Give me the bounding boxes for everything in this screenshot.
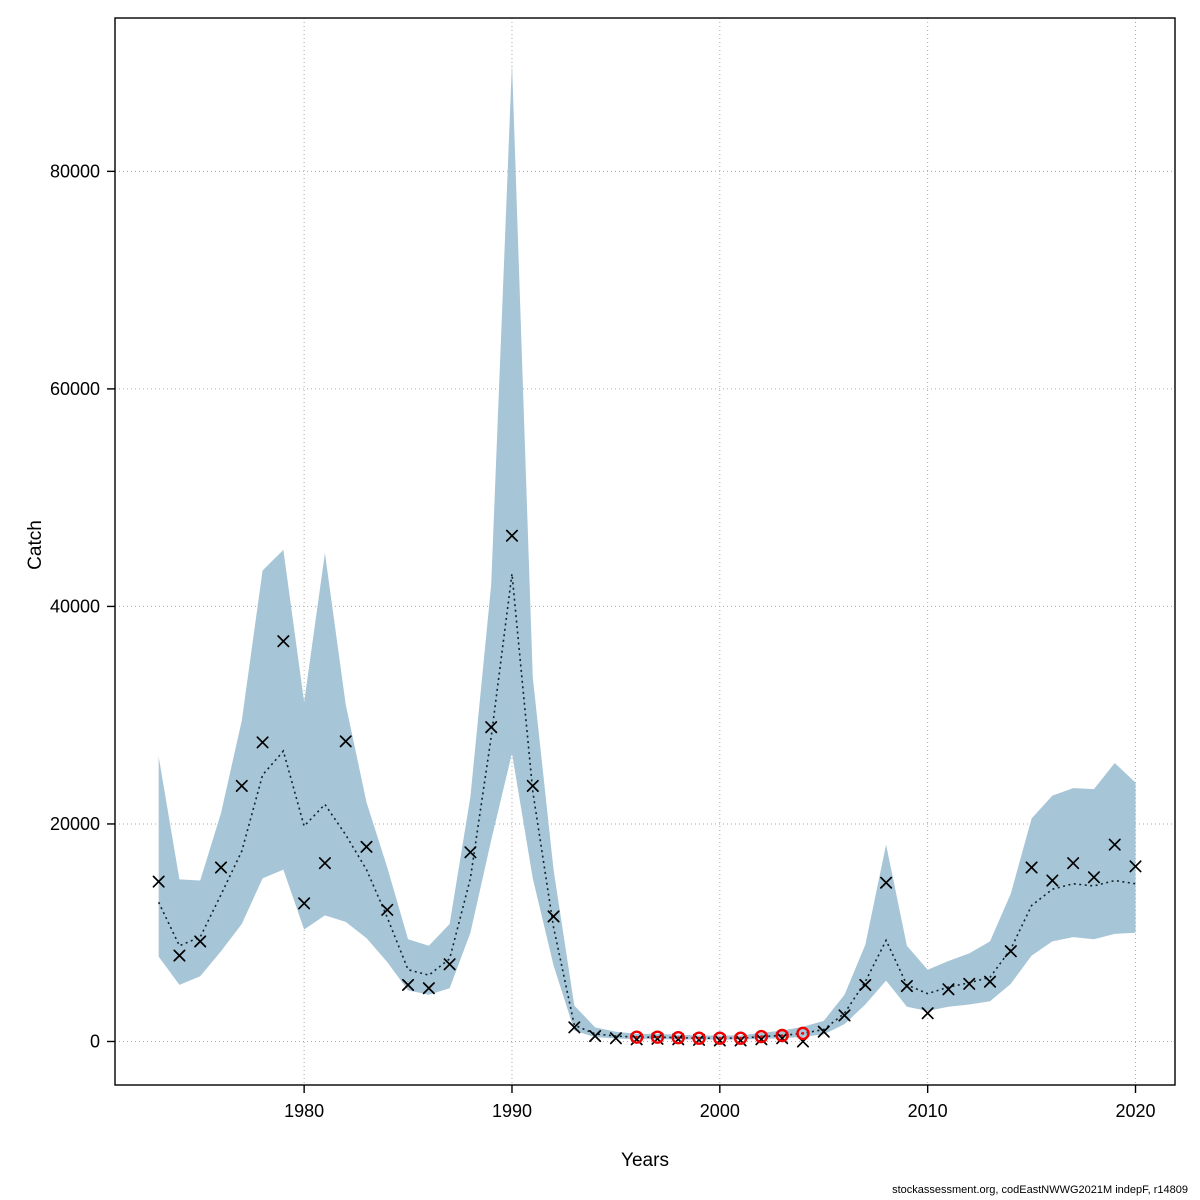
highlight-circle (796, 1026, 810, 1041)
observed-marker (880, 876, 893, 889)
highlight-circle-dot (635, 1035, 638, 1039)
observed-marker (443, 958, 456, 971)
observed-marker (1004, 945, 1017, 958)
observed-marker (900, 979, 913, 993)
observed-marker (256, 736, 269, 749)
observed-marker (277, 635, 290, 648)
observed-marker (921, 1007, 934, 1020)
observed-marker (422, 982, 435, 995)
y-tick-label: 0 (90, 1031, 100, 1051)
observed-marker (1025, 861, 1038, 874)
highlight-circle-dot (801, 1032, 805, 1035)
observed-marker (1046, 874, 1059, 887)
y-tick-label: 20000 (50, 814, 100, 834)
y-axis-title: Catch (25, 520, 46, 570)
observed-marker (235, 779, 248, 792)
highlight-circle (692, 1031, 706, 1045)
x-axis-title: Years (621, 1150, 669, 1171)
observed-marker (152, 875, 165, 888)
observed-marker (526, 779, 539, 792)
observed-marker (505, 529, 519, 542)
observed-marker (568, 1021, 581, 1034)
highlight-circle-dot (780, 1034, 784, 1037)
plot-border (114, 17, 1176, 1086)
watermark-text: stockassessment.org, codEastNWWG2021M in… (892, 1184, 1188, 1196)
observed-marker (1067, 857, 1080, 870)
x-tick-label: 1990 (492, 1101, 532, 1121)
observed-marker (485, 721, 498, 734)
highlight-circle (671, 1030, 685, 1045)
observed-marker (360, 840, 373, 853)
observed-marker (318, 857, 331, 870)
observed-marker (214, 861, 228, 874)
highlight-circle-dot (760, 1035, 763, 1038)
confidence-band (158, 62, 1136, 1040)
x-tick-label: 1980 (284, 1101, 324, 1121)
observed-marker (547, 910, 560, 923)
observed-marker (609, 1032, 622, 1045)
observed-marker (298, 897, 311, 910)
highlight-circle-dot (739, 1036, 742, 1040)
observed-marker (983, 975, 997, 988)
highlight-circle (629, 1030, 644, 1044)
y-tick-label: 80000 (50, 161, 100, 181)
x-tick-label: 2010 (908, 1101, 948, 1121)
observed-marker (173, 949, 186, 962)
estimate-line (157, 573, 1136, 1040)
highlight-circle (713, 1031, 727, 1045)
x-tick-label: 2000 (700, 1101, 740, 1121)
observed-marker (1087, 871, 1100, 884)
y-tick-label: 40000 (50, 596, 100, 616)
observed-marker (464, 846, 477, 859)
highlight-circle-dot (718, 1036, 722, 1040)
y-tick-label: 60000 (50, 379, 100, 399)
observed-marker (817, 1025, 830, 1038)
observed-marker (589, 1030, 602, 1043)
observed-marker (194, 935, 207, 948)
x-tick-label: 2020 (1115, 1101, 1155, 1121)
observed-marker (942, 983, 955, 996)
observed-marker (859, 978, 872, 991)
observed-marker (963, 977, 976, 990)
highlight-circle-dot (656, 1035, 659, 1039)
observed-marker (755, 1033, 768, 1046)
highlight-circle-dot (697, 1036, 701, 1040)
highlight-circle (650, 1030, 665, 1044)
observed-marker (776, 1032, 789, 1045)
observed-marker (339, 735, 352, 748)
highlight-circle-dot (676, 1036, 680, 1039)
highlight-circle (733, 1031, 748, 1045)
observed-marker (1108, 838, 1121, 851)
observed-marker (381, 903, 394, 916)
observed-marker (838, 1009, 851, 1022)
observed-marker (402, 978, 415, 991)
observed-marker (1129, 860, 1142, 873)
highlight-circle (754, 1029, 769, 1044)
highlight-circle (775, 1028, 789, 1043)
